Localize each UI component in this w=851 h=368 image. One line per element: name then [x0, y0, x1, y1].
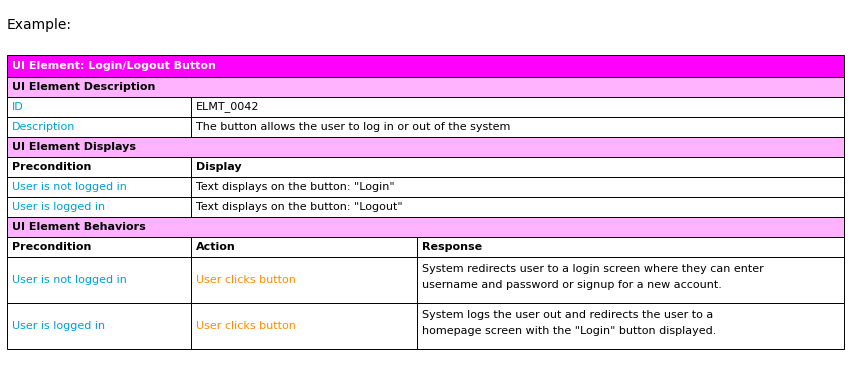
Bar	[7, 177, 191, 197]
Bar	[191, 257, 417, 303]
Bar	[417, 303, 844, 349]
Bar	[191, 177, 844, 197]
Text: UI Element Displays: UI Element Displays	[12, 142, 136, 152]
Bar	[7, 77, 844, 97]
Text: User clicks button: User clicks button	[196, 321, 296, 331]
Text: Action: Action	[196, 242, 236, 252]
Bar	[7, 197, 191, 217]
Bar	[7, 237, 191, 257]
Bar	[7, 97, 191, 117]
Bar	[7, 257, 191, 303]
Bar	[191, 97, 844, 117]
Bar	[7, 217, 844, 237]
Text: User is not logged in: User is not logged in	[12, 275, 127, 285]
Text: UI Element Description: UI Element Description	[12, 82, 156, 92]
Text: User clicks button: User clicks button	[196, 275, 296, 285]
Bar	[417, 237, 844, 257]
Text: The button allows the user to log in or out of the system: The button allows the user to log in or …	[196, 122, 511, 132]
Text: System logs the user out and redirects the user to a
homepage screen with the "L: System logs the user out and redirects t…	[422, 310, 717, 336]
Bar	[7, 137, 844, 157]
Bar	[191, 117, 844, 137]
Text: Text displays on the button: "Logout": Text displays on the button: "Logout"	[196, 202, 403, 212]
Text: System redirects user to a login screen where they can enter
username and passwo: System redirects user to a login screen …	[422, 264, 764, 290]
Text: ELMT_0042: ELMT_0042	[196, 102, 260, 113]
Bar	[7, 117, 191, 137]
Text: User is logged in: User is logged in	[12, 202, 106, 212]
Text: Description: Description	[12, 122, 76, 132]
Bar	[7, 157, 191, 177]
Bar	[191, 197, 844, 217]
Text: Example:: Example:	[7, 18, 72, 32]
Text: User is not logged in: User is not logged in	[12, 182, 127, 192]
Text: UI Element: Login/Logout Button: UI Element: Login/Logout Button	[12, 61, 216, 71]
Bar	[191, 237, 417, 257]
Bar	[7, 55, 844, 77]
Text: Text displays on the button: "Login": Text displays on the button: "Login"	[196, 182, 395, 192]
Text: Precondition: Precondition	[12, 162, 91, 172]
Bar	[191, 303, 417, 349]
Text: Precondition: Precondition	[12, 242, 91, 252]
Bar	[7, 303, 191, 349]
Text: Response: Response	[422, 242, 483, 252]
Bar	[191, 157, 844, 177]
Text: Display: Display	[196, 162, 242, 172]
Text: User is logged in: User is logged in	[12, 321, 106, 331]
Text: ID: ID	[12, 102, 24, 112]
Bar	[417, 257, 844, 303]
Text: UI Element Behaviors: UI Element Behaviors	[12, 222, 146, 232]
